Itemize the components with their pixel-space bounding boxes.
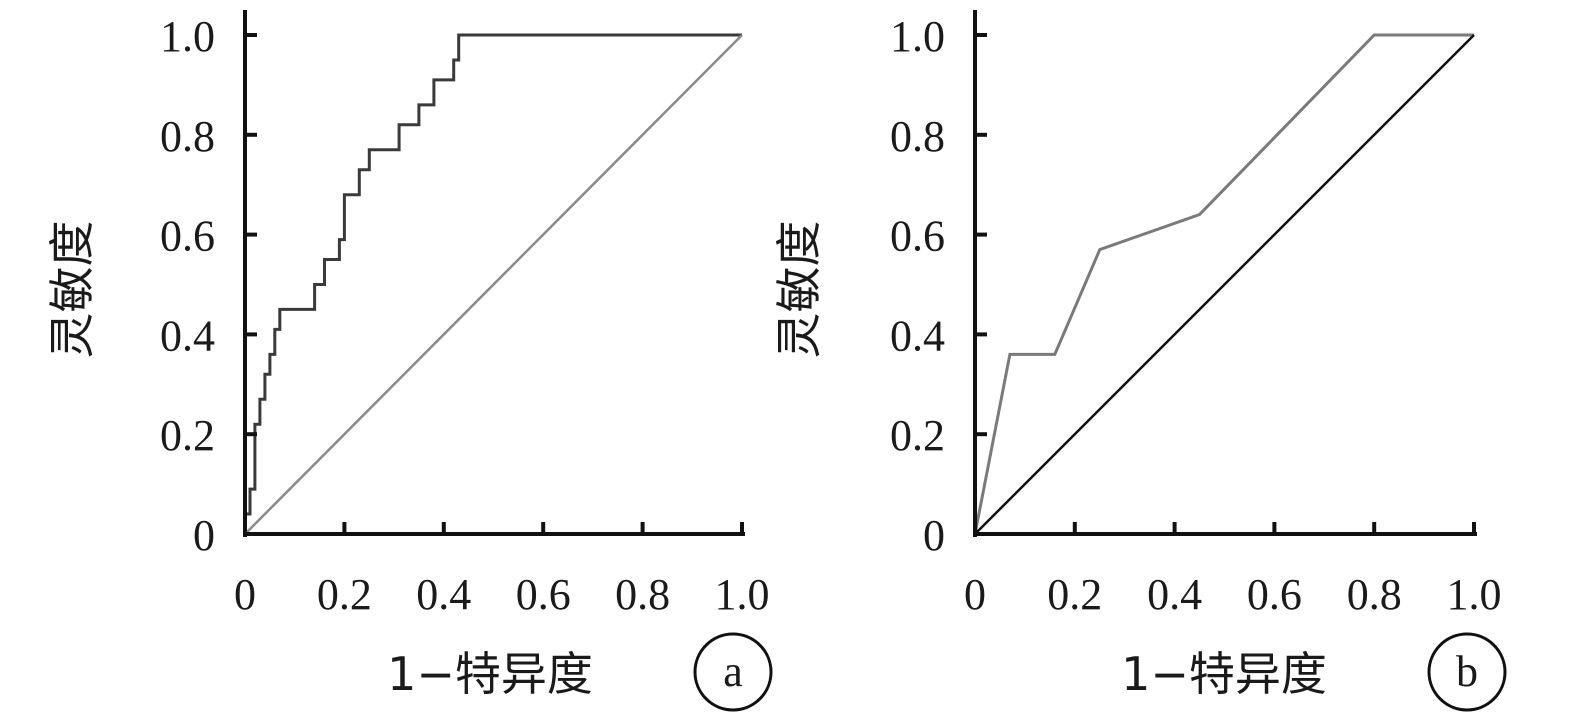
- x-axis-title: 1−特异度: [387, 647, 593, 701]
- x-tick-label: 0.2: [1047, 570, 1102, 619]
- x-tick-label: 0.6: [1247, 570, 1302, 619]
- panel-badge-circle: [693, 632, 773, 712]
- x-tick-label: 1.0: [1447, 570, 1502, 619]
- y-tick-label: 0.8: [890, 112, 945, 161]
- y-tick-label: 0.8: [160, 112, 215, 161]
- y-axis-title: 灵敏度: [45, 221, 99, 359]
- panel-badge-label: a: [723, 647, 743, 696]
- x-tick-label: 0: [964, 570, 986, 619]
- y-axis-title: 灵敏度: [772, 221, 826, 359]
- roc-curve-line: [243, 33, 742, 534]
- x-tick-label: 0.8: [1347, 570, 1402, 619]
- x-axis-title: 1−特异度: [1121, 647, 1327, 701]
- reference-diagonal-line: [974, 34, 1475, 535]
- x-tick-label: 0.4: [416, 570, 471, 619]
- panel-badge-circle: [1427, 632, 1507, 712]
- x-tick-label: 0.8: [615, 570, 670, 619]
- y-tick-label: 0: [193, 511, 215, 560]
- y-tick-label: 0.4: [890, 311, 945, 360]
- roc-curve-line: [973, 33, 1474, 535]
- y-tick-label: 0.6: [890, 212, 945, 261]
- y-tick-label: 0.6: [160, 212, 215, 261]
- x-tick-label: 0: [234, 570, 256, 619]
- x-tick-label: 1.0: [715, 570, 770, 619]
- y-tick-label: 0.2: [160, 411, 215, 460]
- y-tick-label: 1.0: [890, 12, 945, 61]
- x-tick-label: 0.2: [317, 570, 372, 619]
- panel-badge-label: b: [1456, 647, 1478, 696]
- y-tick-label: 1.0: [160, 12, 215, 61]
- reference-diagonal-line: [244, 34, 743, 535]
- y-tick-label: 0.2: [890, 411, 945, 460]
- y-tick-label: 0: [923, 511, 945, 560]
- x-tick-label: 0.6: [516, 570, 571, 619]
- panel-a: 0 0.2 0.4 0.6 0.8 1.0 0 0.2 0.4 0.6 0.8 1.0 灵敏度 1−特异度…: [45, 10, 773, 712]
- panel-b: 0 0.2 0.4 0.6 0.8 1.0 0 0.2 0.4 0.6 0.8 1.0 灵敏度 1−特异度…: [772, 10, 1507, 712]
- x-tick-label: 0.4: [1147, 570, 1202, 619]
- y-tick-label: 0.4: [160, 311, 215, 360]
